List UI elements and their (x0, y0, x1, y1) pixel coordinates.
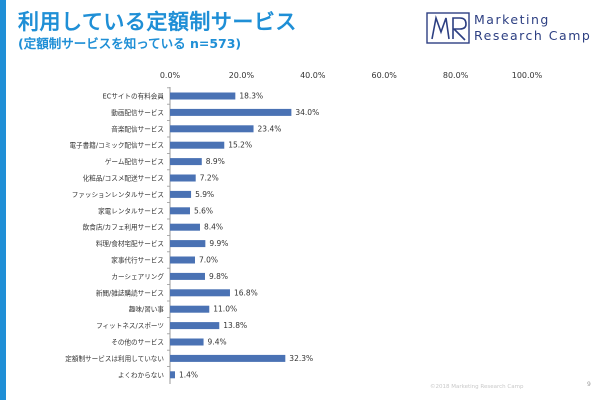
category-label: 電子書籍/コミック配信サービス (69, 141, 164, 150)
x-tick-label: 40.0% (300, 71, 326, 80)
accent-bar (0, 0, 6, 400)
bar (170, 322, 220, 330)
value-label: 9.9% (209, 239, 228, 248)
brand-line-2: Research Camp (474, 28, 592, 43)
category-label: 動画配信サービス (111, 108, 164, 117)
bar (170, 174, 196, 182)
value-label: 9.8% (209, 272, 228, 281)
category-label: 家事代行サービス (111, 256, 164, 265)
bar (170, 207, 190, 215)
bar (170, 256, 195, 264)
bar (170, 125, 254, 133)
category-label: ゲーム配信サービス (105, 157, 164, 166)
category-label: 飲食店/カフェ利用サービス (83, 223, 164, 232)
bar (170, 338, 204, 346)
value-label: 11.0% (213, 305, 237, 314)
x-tick-label: 100.0% (512, 71, 543, 80)
value-label: 8.9% (206, 157, 225, 166)
value-label: 8.4% (204, 223, 223, 232)
bar (170, 141, 225, 149)
bar (170, 289, 230, 297)
value-label: 32.3% (289, 354, 313, 363)
brand-line-1: Marketing (474, 12, 550, 27)
bar (170, 158, 202, 166)
category-label: 新聞/雑誌購読サービス (96, 288, 164, 297)
value-label: 34.0% (295, 108, 319, 117)
footer-copyright: ©2018 Marketing Research Camp (430, 384, 524, 390)
bar (170, 305, 210, 313)
category-label: 化粧品/コスメ配送サービス (83, 174, 164, 183)
category-label: ファッションレンタルサービス (72, 190, 164, 199)
category-label: 料理/食材宅配サービス (96, 239, 164, 248)
x-tick-label: 0.0% (160, 71, 181, 80)
brand-name: Marketing Research Camp (474, 12, 591, 44)
bar (170, 92, 236, 100)
page-number: 9 (587, 381, 591, 388)
value-label: 1.4% (179, 370, 198, 379)
brand-logo: Marketing Research Camp (426, 10, 596, 48)
bar (170, 272, 205, 280)
bar (170, 190, 192, 198)
bar (170, 240, 206, 248)
category-label: 趣味/習い事 (129, 305, 165, 314)
bar (170, 371, 175, 379)
bar (170, 108, 292, 116)
value-label: 7.0% (199, 256, 218, 265)
value-label: 15.2% (228, 141, 252, 150)
value-label: 5.6% (194, 206, 213, 215)
mr-logo-icon (426, 12, 470, 44)
value-label: 7.2% (200, 174, 219, 183)
category-label: その他のサービス (111, 338, 164, 347)
value-label: 5.9% (195, 190, 214, 199)
value-label: 16.8% (234, 288, 258, 297)
value-label: 13.8% (223, 321, 247, 330)
page-title: 利用している定額制サービス (18, 10, 297, 34)
category-label: 定額制サービスは利用していない (65, 354, 164, 363)
category-label: 音楽配信サービス (111, 124, 164, 133)
value-label: 9.4% (208, 338, 227, 347)
value-label: 23.4% (258, 124, 282, 133)
x-tick-label: 60.0% (371, 71, 397, 80)
x-tick-label: 20.0% (229, 71, 255, 80)
category-label: フィットネス/スポーツ (96, 322, 164, 330)
value-label: 18.3% (239, 92, 263, 101)
page-subtitle: (定額制サービスを知っている n=573) (18, 36, 242, 51)
bar (170, 354, 286, 362)
category-label: よくわからない (118, 371, 165, 379)
category-label: 家電レンタルサービス (98, 206, 164, 215)
x-tick-label: 80.0% (443, 71, 469, 80)
bar (170, 223, 200, 231)
category-label: カーシェアリング (111, 272, 164, 281)
category-label: ECサイトの有料会員 (102, 92, 164, 101)
